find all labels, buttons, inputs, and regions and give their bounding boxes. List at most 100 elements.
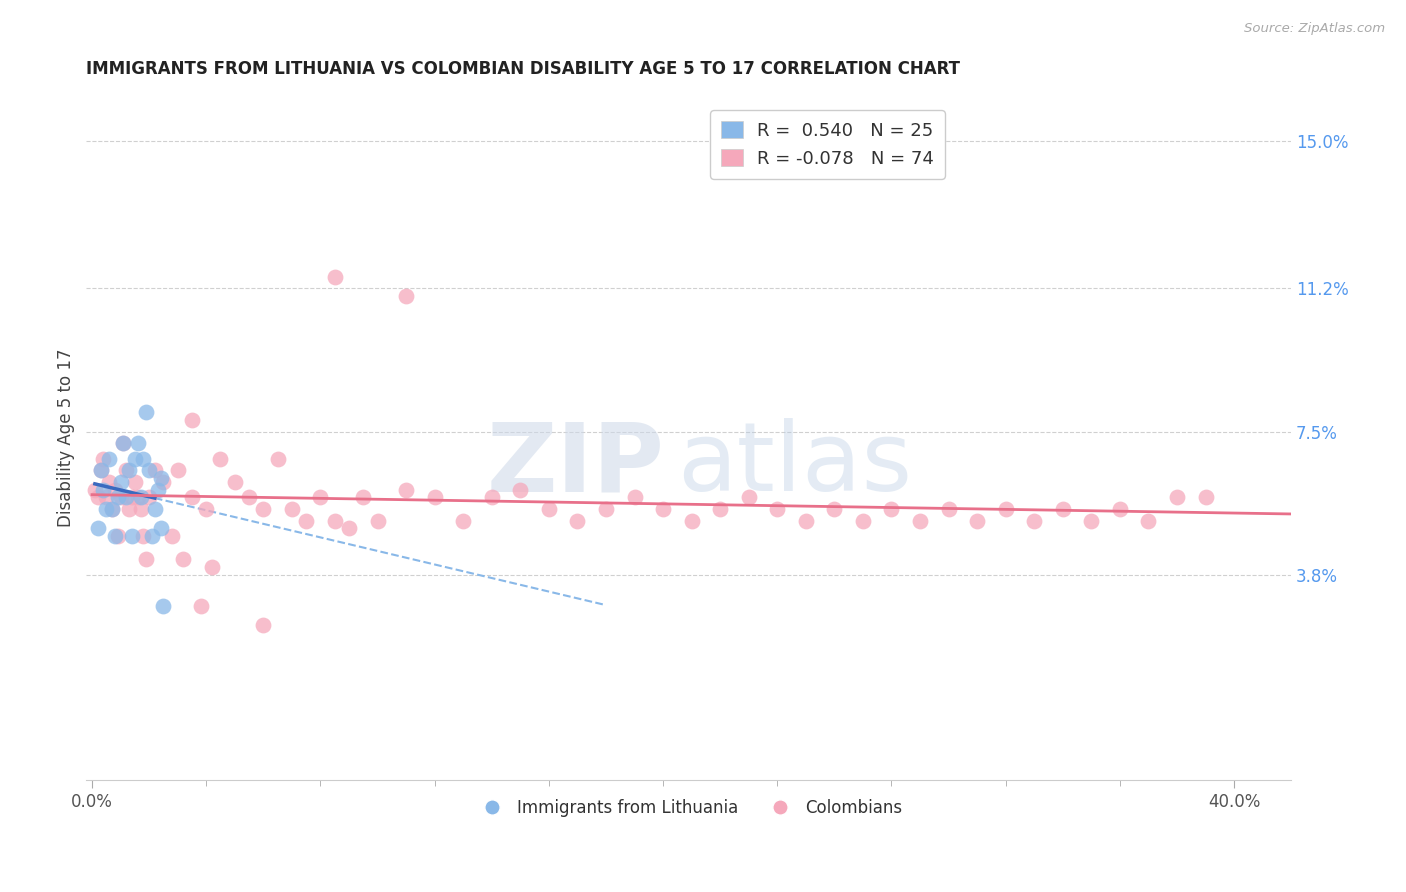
Point <box>395 483 418 497</box>
Point <box>709 502 731 516</box>
Point <box>1137 514 1160 528</box>
Point <box>135 552 157 566</box>
Point <box>224 475 246 489</box>
Point <box>994 502 1017 516</box>
Point <box>149 521 172 535</box>
Point <box>823 502 845 516</box>
Point <box>1024 514 1046 528</box>
Text: Source: ZipAtlas.com: Source: ZipAtlas.com <box>1244 22 1385 36</box>
Point <box>160 529 183 543</box>
Point <box>83 483 105 497</box>
Text: ZIP: ZIP <box>486 418 665 511</box>
Point <box>337 521 360 535</box>
Point <box>181 413 204 427</box>
Point <box>149 471 172 485</box>
Point <box>112 436 135 450</box>
Point <box>190 599 212 613</box>
Point <box>238 491 260 505</box>
Point <box>127 436 149 450</box>
Point <box>138 491 160 505</box>
Point <box>141 529 163 543</box>
Point <box>266 451 288 466</box>
Point <box>121 529 143 543</box>
Text: atlas: atlas <box>676 418 912 511</box>
Point <box>115 491 138 505</box>
Point <box>908 514 931 528</box>
Point <box>152 599 174 613</box>
Point <box>367 514 389 528</box>
Point <box>132 451 155 466</box>
Point <box>146 483 169 497</box>
Point <box>481 491 503 505</box>
Point <box>1052 502 1074 516</box>
Point <box>93 451 115 466</box>
Point <box>880 502 903 516</box>
Point <box>129 491 152 505</box>
Point <box>98 451 121 466</box>
Point <box>295 514 318 528</box>
Point <box>537 502 560 516</box>
Point <box>90 463 112 477</box>
Point <box>96 502 118 516</box>
Point <box>124 475 146 489</box>
Point <box>766 502 789 516</box>
Legend: Immigrants from Lithuania, Colombians: Immigrants from Lithuania, Colombians <box>468 792 908 823</box>
Point <box>1166 491 1188 505</box>
Point <box>104 483 127 497</box>
Point <box>118 502 141 516</box>
Point <box>1109 502 1132 516</box>
Point <box>1080 514 1102 528</box>
Point <box>93 483 115 497</box>
Point <box>143 502 166 516</box>
Text: IMMIGRANTS FROM LITHUANIA VS COLOMBIAN DISABILITY AGE 5 TO 17 CORRELATION CHART: IMMIGRANTS FROM LITHUANIA VS COLOMBIAN D… <box>86 60 960 78</box>
Point <box>681 514 703 528</box>
Point <box>101 502 124 516</box>
Point <box>118 463 141 477</box>
Point <box>181 491 204 505</box>
Point <box>195 502 218 516</box>
Point <box>352 491 374 505</box>
Point <box>938 502 960 516</box>
Point <box>395 289 418 303</box>
Point <box>129 502 152 516</box>
Point <box>110 475 132 489</box>
Point <box>86 521 108 535</box>
Point <box>124 451 146 466</box>
Point <box>121 491 143 505</box>
Point <box>96 491 118 505</box>
Point <box>115 463 138 477</box>
Point <box>86 491 108 505</box>
Point <box>852 514 875 528</box>
Point <box>423 491 446 505</box>
Point <box>509 483 531 497</box>
Point <box>104 529 127 543</box>
Point <box>143 463 166 477</box>
Point <box>323 269 346 284</box>
Point <box>794 514 817 528</box>
Point <box>309 491 332 505</box>
Point <box>98 475 121 489</box>
Point <box>132 529 155 543</box>
Point <box>966 514 988 528</box>
Point <box>738 491 761 505</box>
Point <box>138 463 160 477</box>
Point <box>451 514 474 528</box>
Point <box>281 502 304 516</box>
Point <box>107 529 129 543</box>
Point <box>112 436 135 450</box>
Point <box>201 560 224 574</box>
Point <box>595 502 617 516</box>
Point <box>101 502 124 516</box>
Point <box>172 552 194 566</box>
Point <box>567 514 589 528</box>
Point <box>652 502 675 516</box>
Point <box>252 618 274 632</box>
Y-axis label: Disability Age 5 to 17: Disability Age 5 to 17 <box>58 348 75 526</box>
Point <box>623 491 645 505</box>
Point <box>166 463 188 477</box>
Point <box>252 502 274 516</box>
Point <box>152 475 174 489</box>
Point <box>110 491 132 505</box>
Point <box>135 405 157 419</box>
Point <box>107 491 129 505</box>
